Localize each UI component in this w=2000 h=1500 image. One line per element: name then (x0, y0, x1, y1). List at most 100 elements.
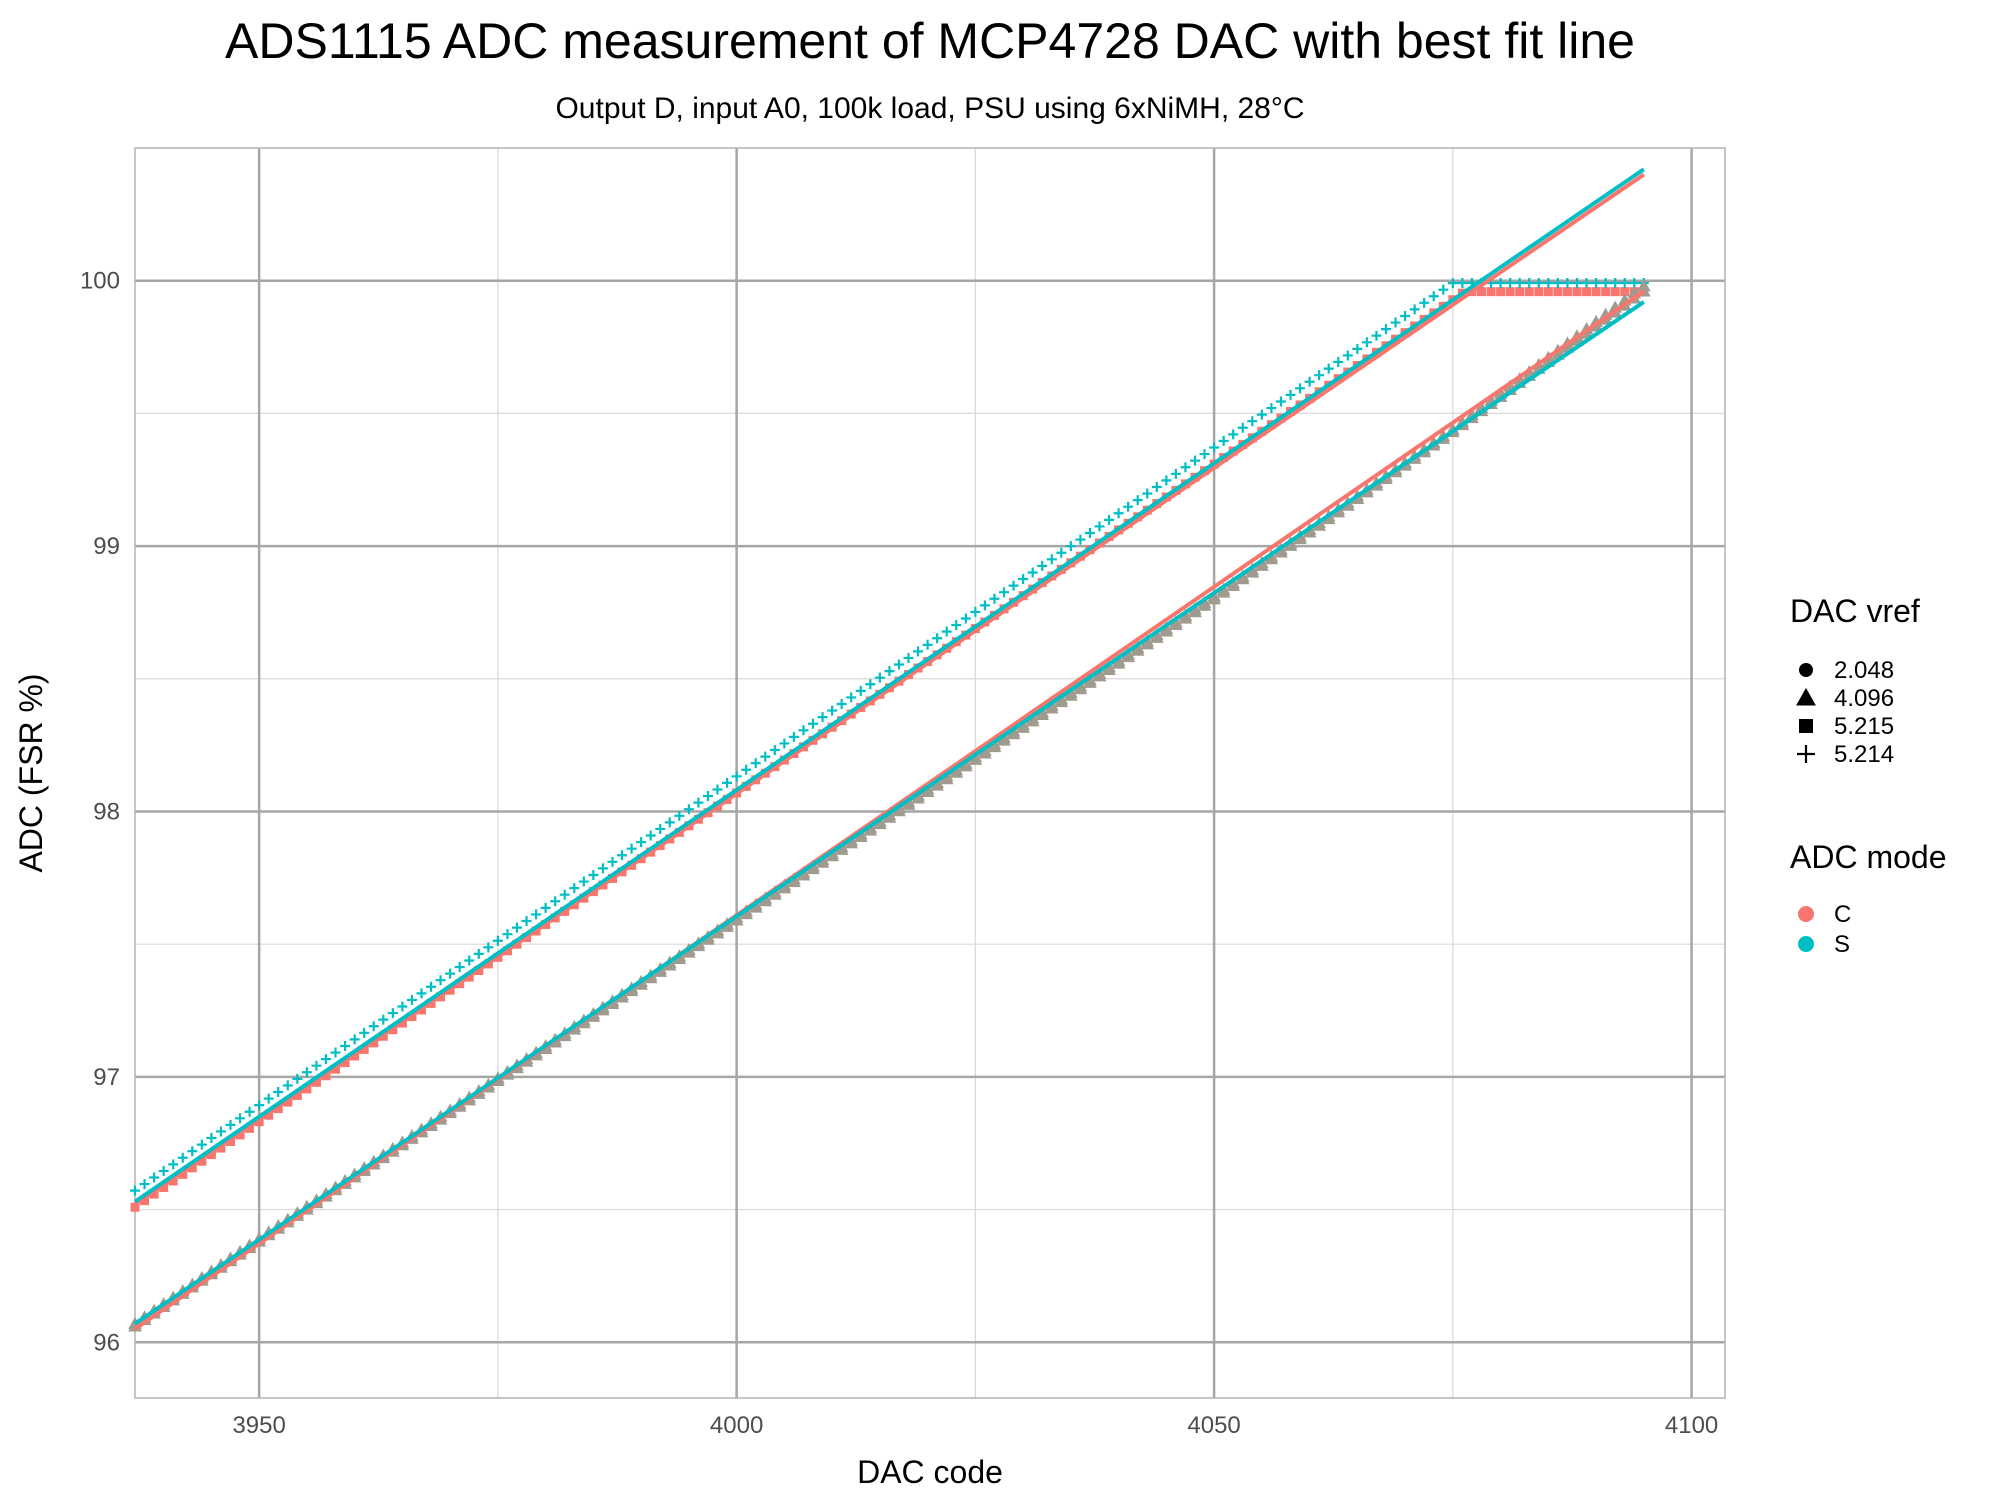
plus-mark-s (1018, 574, 1029, 585)
plus-mark-s (712, 784, 723, 795)
legend-label-mode: S (1834, 931, 1850, 958)
plus-mark-s (808, 718, 819, 729)
triangle-mark-s (1159, 621, 1174, 634)
triangle-mark-s (1178, 608, 1193, 621)
plus-mark-s (1027, 567, 1038, 578)
plus-mark-s (951, 620, 962, 631)
plus-mark-s (378, 1014, 389, 1025)
plus-mark-s (874, 672, 885, 683)
plus-mark-s (999, 587, 1010, 598)
plus-mark-s (139, 1179, 150, 1190)
triangle-mark-s (1637, 279, 1651, 292)
plus-mark-s (1610, 278, 1621, 289)
plus-mark-s (464, 955, 475, 966)
plus-mark-s (683, 804, 694, 815)
plus-mark-s (1199, 449, 1210, 460)
plus-mark-s (1228, 429, 1239, 440)
plus-mark-s (187, 1146, 198, 1157)
plus-mark-s (1390, 317, 1401, 328)
plus-mark-s (149, 1172, 160, 1183)
plus-mark-s (922, 639, 933, 650)
plus-mark-s (511, 922, 522, 933)
plus-mark-s (492, 935, 503, 946)
plus-mark-s (903, 652, 914, 663)
plus-mark-s (168, 1159, 179, 1170)
triangle-mark-s (1197, 596, 1212, 609)
plus-mark-s (626, 843, 637, 854)
plus-mark-s (177, 1152, 188, 1163)
plus-mark-s (1524, 278, 1535, 289)
plus-mark-s (1514, 278, 1525, 289)
plus-mark-s (263, 1093, 274, 1104)
triangle-mark-s (1207, 589, 1221, 602)
square-mark-c (1591, 287, 1601, 297)
x-axis-title: DAC code (857, 1454, 1003, 1490)
plus-mark-s (617, 850, 628, 861)
plus-mark-s (1065, 541, 1076, 552)
square-mark-c (187, 1163, 197, 1173)
plus-mark-s (1304, 376, 1315, 387)
y-tick-label: 99 (93, 533, 120, 560)
fit-line-c (133, 172, 1645, 1206)
plus-mark-s (1266, 403, 1277, 414)
plus-mark-s (340, 1040, 351, 1051)
square-mark-c (1572, 287, 1582, 297)
plus-mark-s (588, 869, 599, 880)
square-mark-c (1534, 287, 1544, 297)
plus-mark-s (1457, 278, 1468, 289)
plus-mark-s (855, 685, 866, 696)
plus-mark-s (769, 745, 780, 756)
square-mark-c (206, 1150, 216, 1160)
plus-mark-s (741, 764, 752, 775)
y-axis-ticks: 96 97 98 99 100 (80, 268, 120, 1357)
square-mark-c (1620, 287, 1630, 297)
x-tick-label: 4000 (710, 1412, 763, 1439)
plus-mark-s (1084, 528, 1095, 539)
plus-mark-s (1352, 343, 1363, 354)
legend-key-mode-s (1798, 936, 1814, 952)
square-mark-c (1505, 287, 1515, 297)
plus-mark-s (960, 613, 971, 624)
fit-lines (133, 167, 1645, 1331)
plus-mark-s (702, 791, 713, 802)
plus-mark-s (970, 606, 981, 617)
legend-key-triangle (1796, 687, 1816, 706)
plus-mark-s (1237, 422, 1248, 433)
plus-mark-s (798, 725, 809, 736)
plus-mark-s (779, 738, 790, 749)
plus-mark-s (397, 1001, 408, 1012)
plus-mark-s (674, 810, 685, 821)
square-mark-c (1515, 287, 1525, 297)
plus-mark-s (569, 883, 580, 894)
plus-mark-s (645, 830, 656, 841)
plus-mark-s (1409, 304, 1420, 315)
plus-mark-s (664, 817, 675, 828)
plus-mark-s (368, 1021, 379, 1032)
triangle-mark-s (1169, 615, 1183, 628)
x-tick-label: 3950 (232, 1412, 285, 1439)
plus-mark-s (1209, 442, 1220, 453)
plus-mark-s (979, 600, 990, 611)
plus-mark-s (1056, 547, 1067, 558)
plus-mark-s (206, 1133, 217, 1144)
plus-mark-s (1591, 278, 1602, 289)
plus-mark-s (426, 981, 437, 992)
plus-mark-s (273, 1087, 284, 1097)
legend-key-circle (1799, 663, 1813, 677)
plus-mark-s (1170, 468, 1181, 479)
plus-mark-s (1438, 284, 1449, 295)
plus-mark-s (1008, 580, 1019, 591)
plus-mark-s (1094, 521, 1105, 532)
legend-label-vref: 5.215 (1834, 713, 1894, 740)
plus-mark-s (1380, 324, 1391, 335)
plus-mark-s (349, 1034, 360, 1045)
plus-mark-s (846, 692, 857, 703)
plus-mark-s (1046, 554, 1057, 565)
plus-mark-s (750, 758, 761, 769)
plus-mark-s (1428, 291, 1439, 302)
square-mark-c (178, 1169, 188, 1179)
plus-mark-s (760, 751, 771, 762)
plus-mark-s (1571, 278, 1582, 289)
